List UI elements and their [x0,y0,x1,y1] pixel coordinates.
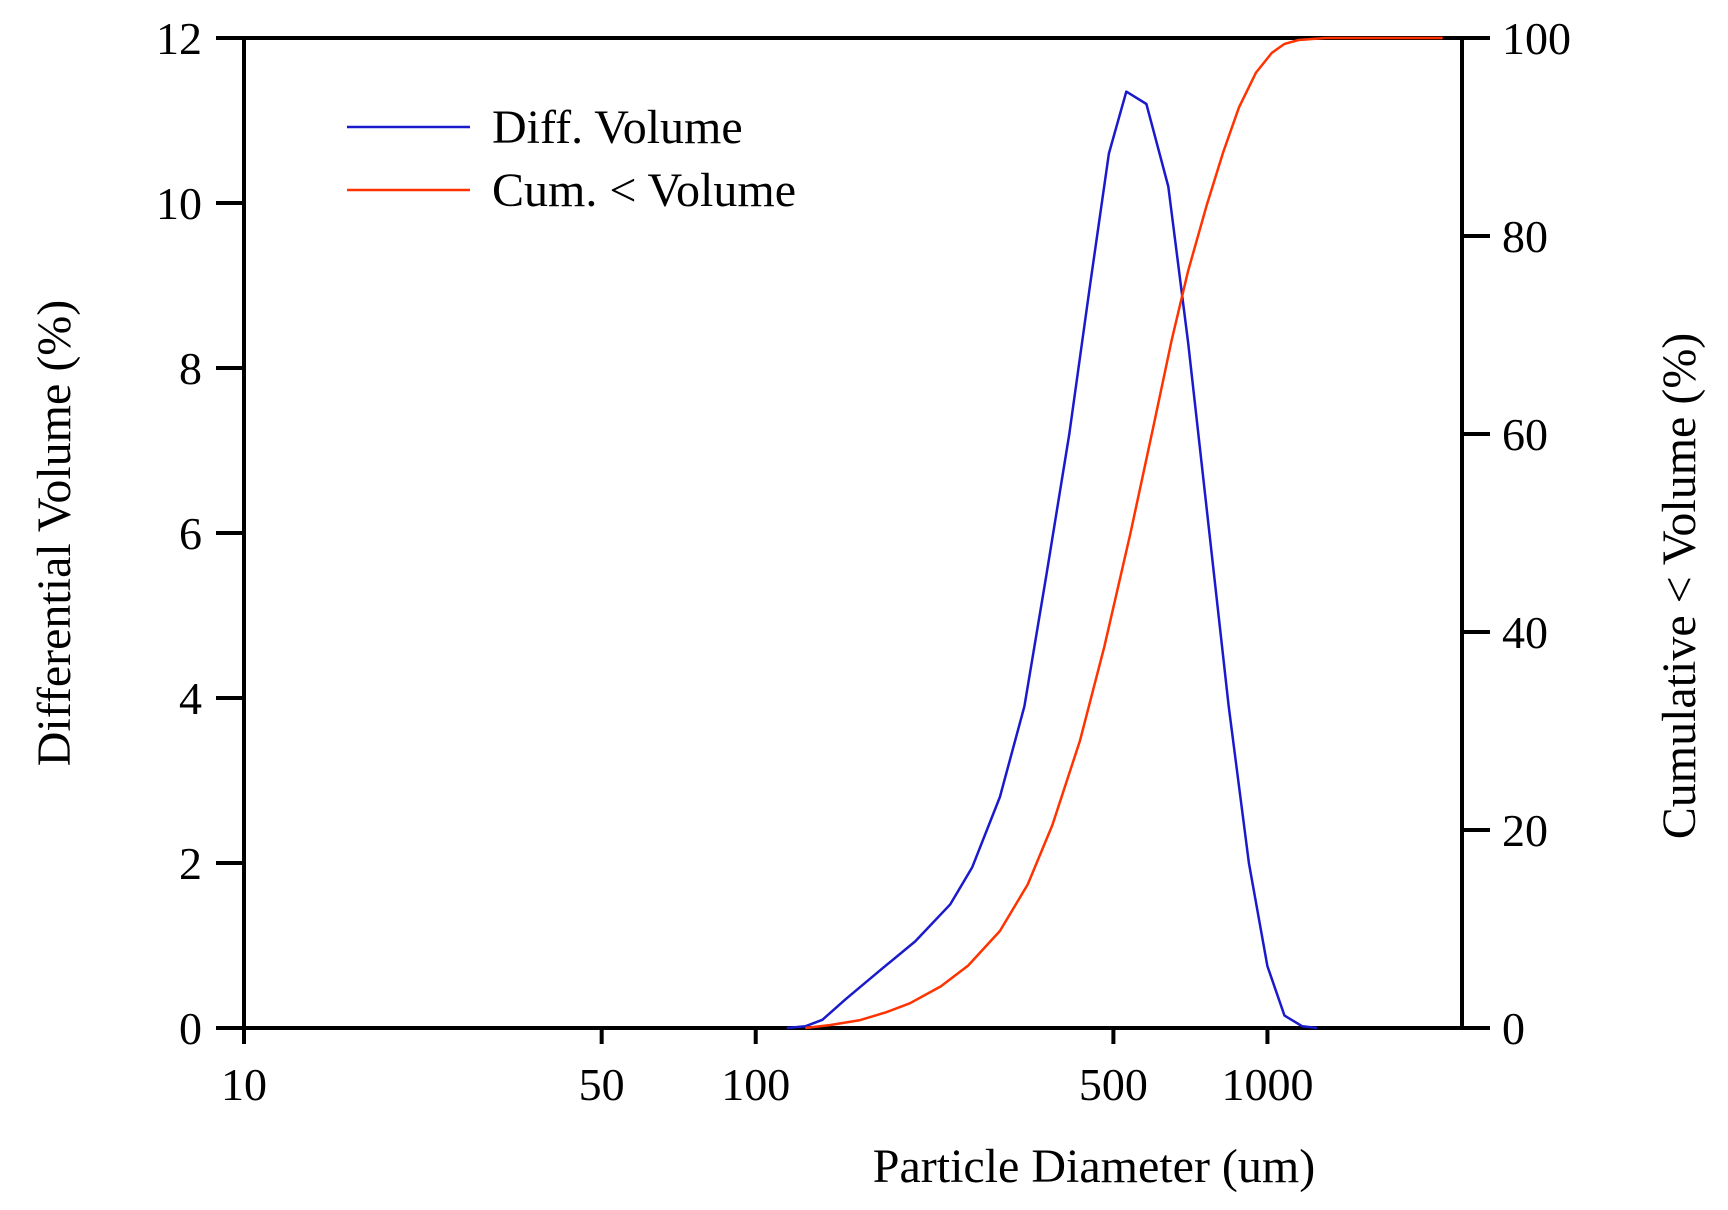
right-y-tick-label: 100 [1502,13,1571,64]
series-line-diff-volume [786,90,1318,1030]
x-axis-title: Particle Diameter (um) [873,1140,1315,1193]
legend-label-cum-volume: Cum. < Volume [492,164,796,217]
right-y-tick-label: 40 [1502,607,1548,658]
left-y-tick-label: 2 [179,838,202,889]
left-y-tick-label: 8 [179,343,202,394]
x-tick-label: 10 [221,1059,267,1110]
right-y-tick-label: 0 [1502,1003,1525,1054]
legend: Diff. Volume Cum. < Volume [347,101,796,217]
left-y-tick-label: 0 [179,1003,202,1054]
left-y-tick-label: 4 [179,673,202,724]
left-y-axis-title: Differential Volume (%) [28,300,81,767]
right-y-tick-label: 20 [1502,805,1548,856]
left-y-tick-label: 12 [156,13,202,64]
plot-frame [242,36,1464,1030]
x-tick-label: 500 [1079,1059,1148,1110]
ticks: 10 50 100 500 1000 0 2 4 6 8 10 12 0 20 40 60 80 100 [156,13,1571,1110]
x-tick-label: 1000 [1221,1059,1313,1110]
x-tick-label: 100 [721,1059,790,1110]
x-tick-label: 50 [579,1059,625,1110]
right-y-tick-label: 80 [1502,211,1548,262]
left-y-tick-label: 10 [156,178,202,229]
right-y-tick-label: 60 [1502,409,1548,460]
legend-label-diff-volume: Diff. Volume [492,101,743,154]
left-y-tick-label: 6 [179,508,202,559]
series [786,36,1443,1030]
series-line-cum-volume [805,36,1443,1030]
right-y-axis-title: Cumulative < Volume (%) [1653,333,1706,840]
